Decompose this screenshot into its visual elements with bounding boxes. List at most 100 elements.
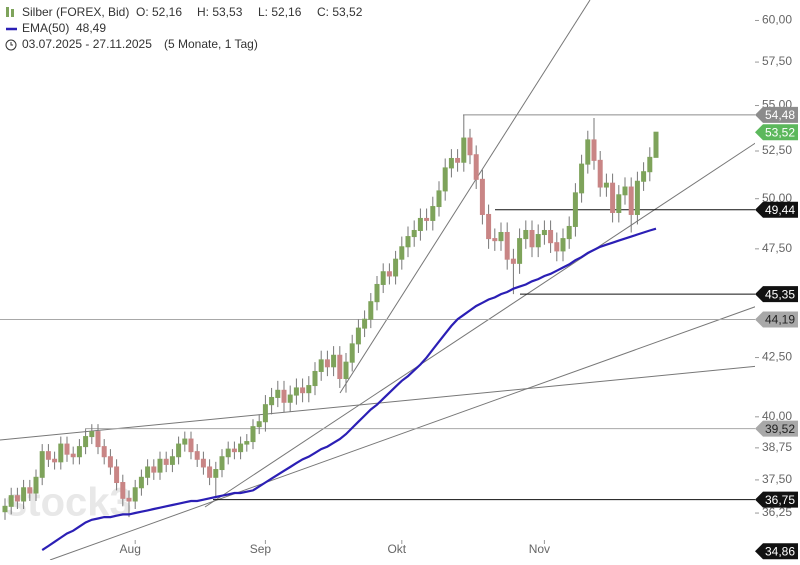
price-tag-label: 34,86 bbox=[765, 544, 795, 558]
x-tick-label: Okt bbox=[387, 542, 406, 556]
candle-body bbox=[622, 186, 628, 196]
candle-body bbox=[461, 137, 467, 163]
candle-body bbox=[33, 476, 39, 494]
price-tag-label: 39,52 bbox=[765, 422, 795, 436]
candle-body bbox=[45, 451, 51, 460]
candle-body bbox=[399, 246, 405, 260]
price-tag bbox=[755, 106, 798, 123]
candle-body bbox=[244, 441, 250, 445]
price-tag-label: 44,19 bbox=[765, 313, 795, 327]
candle-body bbox=[393, 258, 399, 277]
candle-body bbox=[169, 456, 175, 465]
candle-body bbox=[70, 453, 76, 458]
y-tick-label: 47,50 bbox=[762, 241, 792, 255]
header: Silber (FOREX, Bid) O: 52,16 H: 53,53 L:… bbox=[5, 5, 363, 51]
y-tick-label: 50,00 bbox=[762, 191, 792, 205]
trendline bbox=[49, 306, 755, 560]
candle-body bbox=[374, 283, 380, 303]
title: Silber (FOREX, Bid) bbox=[22, 5, 129, 19]
candle-body bbox=[628, 186, 634, 215]
candle-body bbox=[362, 318, 368, 329]
y-tick-label: 60,00 bbox=[762, 13, 792, 27]
candle-body bbox=[436, 190, 442, 208]
trendline bbox=[204, 142, 755, 508]
icon bbox=[5, 39, 17, 51]
candle-body bbox=[579, 163, 585, 194]
header-value: O: 52,16 bbox=[136, 5, 182, 19]
candle-body bbox=[27, 487, 33, 494]
period-note: (5 Monate, 1 Tag) bbox=[164, 37, 258, 51]
candle-body bbox=[76, 446, 82, 458]
candle-body bbox=[504, 232, 510, 260]
y-tick-label: 36,25 bbox=[762, 505, 792, 519]
candle-body bbox=[541, 229, 547, 236]
price-tag-label: 49,44 bbox=[765, 203, 795, 217]
candle-body bbox=[529, 229, 535, 248]
candle-body bbox=[498, 232, 504, 242]
candle-body bbox=[281, 389, 287, 403]
icon bbox=[6, 7, 9, 17]
candle-body bbox=[653, 131, 659, 158]
candle-body bbox=[442, 167, 448, 192]
candle-body bbox=[585, 139, 591, 165]
candle-body bbox=[52, 458, 58, 463]
candle-body bbox=[114, 466, 120, 484]
candle-body bbox=[337, 354, 343, 379]
price-tag bbox=[755, 491, 798, 508]
candle-body bbox=[430, 206, 436, 221]
x-tick-label: Aug bbox=[120, 542, 141, 556]
candle-body bbox=[324, 359, 330, 368]
candle-body bbox=[207, 466, 213, 478]
period: 03.07.2025 - 27.11.2025 bbox=[22, 37, 152, 51]
price-tag-label: 53,52 bbox=[765, 125, 795, 139]
price-tag bbox=[755, 543, 798, 560]
candle-body bbox=[238, 443, 244, 453]
candle-body bbox=[8, 495, 14, 507]
candle-body bbox=[120, 482, 126, 499]
candle-body bbox=[163, 458, 169, 465]
candle-body bbox=[83, 436, 89, 448]
candle-body bbox=[405, 236, 411, 248]
candle-body bbox=[566, 225, 572, 240]
candle-body bbox=[145, 466, 151, 478]
icon bbox=[11, 9, 14, 17]
candle-body bbox=[349, 343, 355, 363]
candle-body bbox=[455, 157, 461, 163]
candle-body bbox=[132, 487, 138, 502]
candle-body bbox=[597, 159, 603, 188]
candle-body bbox=[64, 443, 70, 455]
candle-body bbox=[151, 466, 157, 473]
candle-body bbox=[411, 229, 417, 238]
candle-body bbox=[89, 431, 95, 438]
candle-body bbox=[219, 456, 225, 471]
icon bbox=[10, 42, 13, 46]
trendline bbox=[339, 0, 591, 394]
header-value: C: 53,52 bbox=[317, 5, 363, 19]
y-tick-label: 52,50 bbox=[762, 143, 792, 157]
candle-body bbox=[250, 426, 256, 443]
candle-body bbox=[492, 238, 498, 242]
candle-body bbox=[634, 180, 640, 215]
price-tag bbox=[755, 201, 798, 218]
candle-body bbox=[355, 327, 361, 345]
candle-body bbox=[523, 229, 529, 240]
candle-body bbox=[107, 456, 113, 468]
candle-body bbox=[572, 192, 578, 227]
price-tag bbox=[755, 124, 798, 141]
candle-body bbox=[510, 258, 516, 264]
candle-body bbox=[603, 182, 609, 188]
y-tick-label: 40,00 bbox=[762, 409, 792, 423]
candle-body bbox=[188, 438, 194, 453]
candle-body bbox=[256, 421, 262, 428]
candle-body bbox=[448, 157, 454, 169]
candle-body bbox=[535, 234, 541, 248]
candle-body bbox=[554, 242, 560, 252]
candle-body bbox=[380, 271, 386, 285]
candle-body bbox=[200, 458, 206, 468]
candle-body bbox=[517, 238, 523, 264]
candle-body bbox=[275, 389, 281, 398]
candle-body bbox=[616, 194, 622, 213]
legend-label: EMA(50) bbox=[22, 21, 69, 35]
